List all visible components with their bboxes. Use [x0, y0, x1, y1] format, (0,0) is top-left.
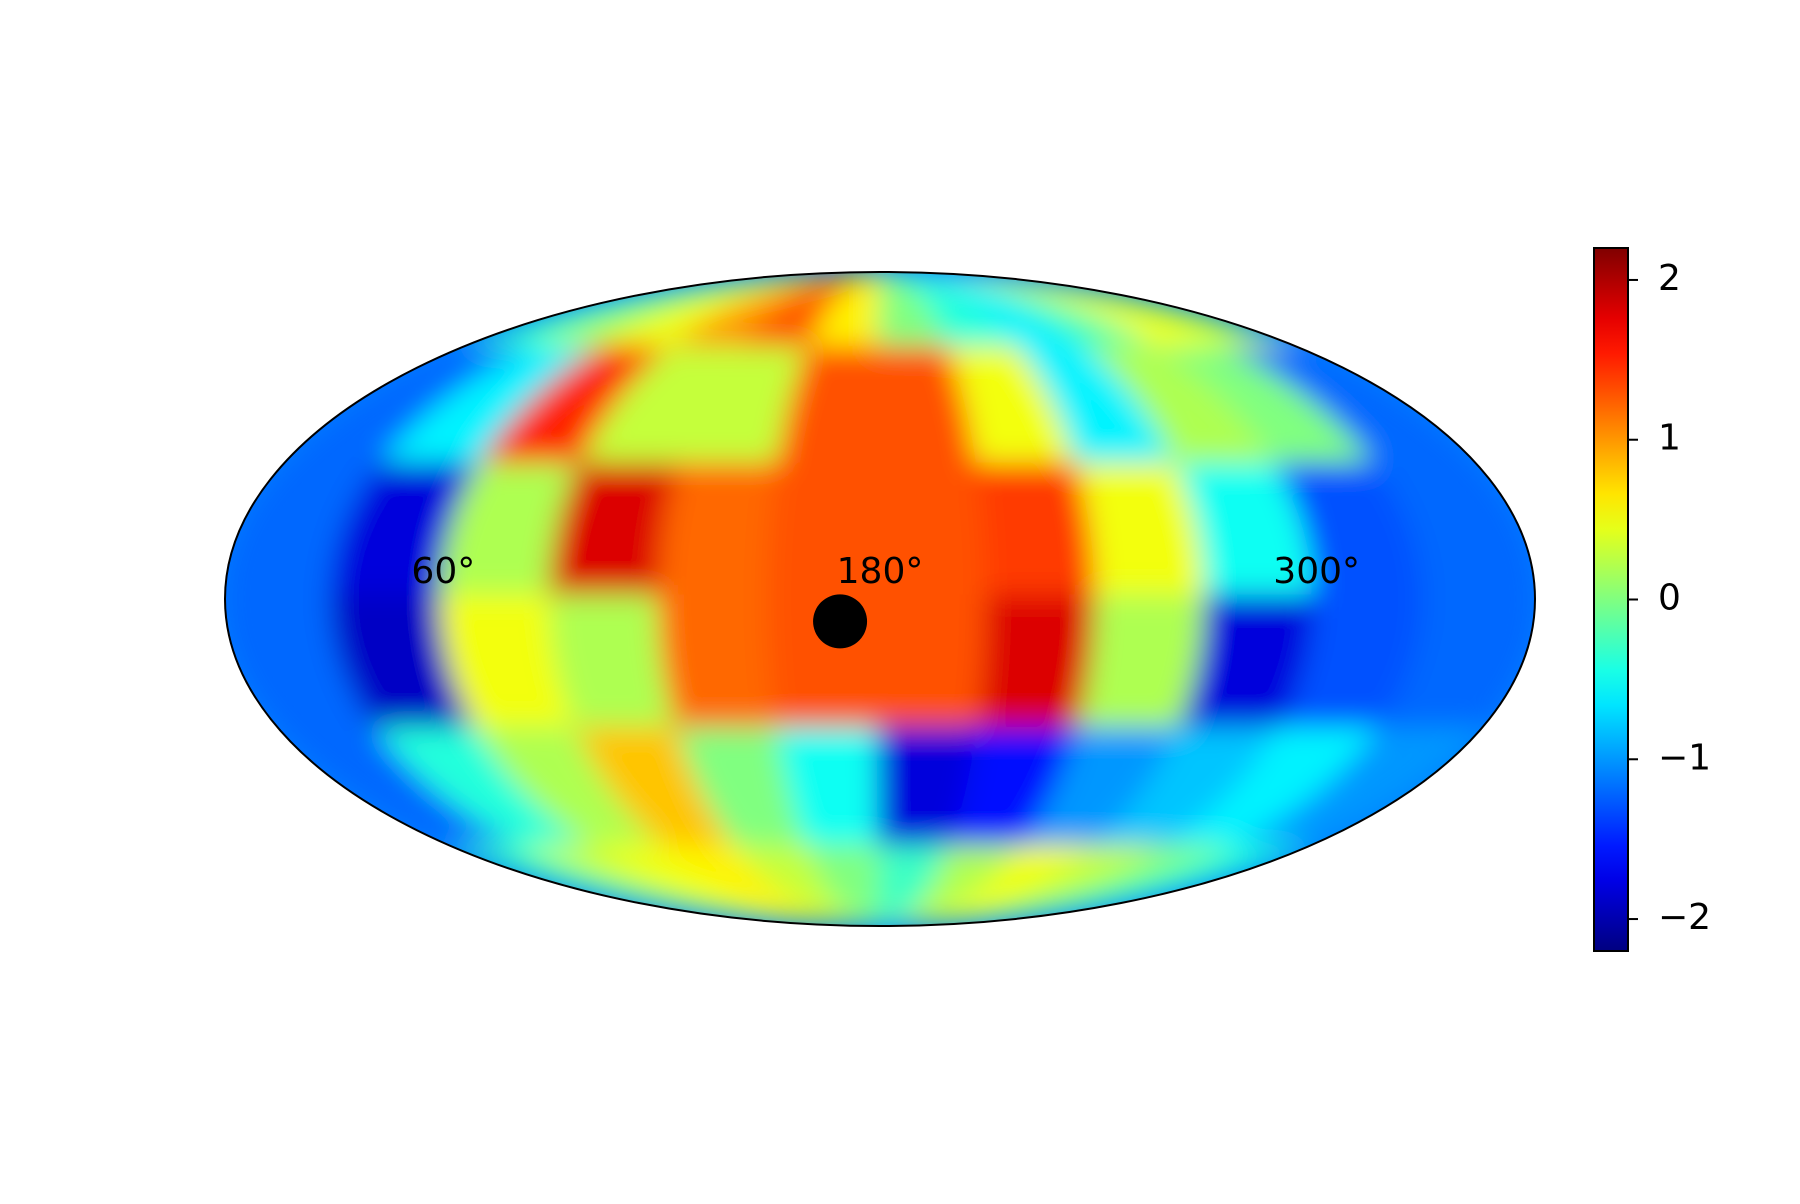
map-cell	[805, 272, 883, 354]
colorbar-ticks: −2 −1 0 1 2	[1628, 258, 1711, 938]
colorbar	[1593, 247, 1629, 952]
map-cell	[876, 346, 984, 472]
map-cell	[876, 462, 993, 604]
map-cell	[548, 594, 685, 736]
map-cell	[877, 272, 955, 354]
map-cell	[1016, 726, 1185, 852]
map-cell	[589, 844, 880, 926]
x-tick-label: 60°	[411, 551, 475, 592]
map-cell	[947, 726, 1085, 852]
colorbar-tick-label: 2	[1658, 258, 1681, 299]
map-cell	[517, 844, 880, 926]
map-cell	[880, 844, 1027, 926]
colorbar-tick-label: 1	[1658, 418, 1681, 459]
map-cell	[805, 844, 883, 926]
map-cell	[880, 844, 1099, 926]
map-cell	[1085, 346, 1286, 472]
map-cell	[776, 726, 884, 852]
map-cell	[658, 462, 785, 604]
x-tick-label: 300°	[1273, 551, 1360, 592]
map-cell	[1273, 462, 1430, 604]
map-cell	[661, 844, 880, 926]
map-cell	[1085, 726, 1286, 852]
map-cell	[374, 346, 606, 472]
map-cell	[474, 726, 675, 852]
map-cell	[877, 844, 955, 926]
map-cell	[439, 594, 586, 736]
map-cell	[1016, 346, 1185, 472]
map-cell	[445, 844, 880, 926]
map-cell	[876, 726, 984, 852]
map-cell	[975, 462, 1102, 604]
map-cell	[1075, 594, 1212, 736]
map-cell	[1154, 346, 1386, 472]
map-cell	[1224, 726, 1487, 852]
map-cell	[776, 346, 884, 472]
map-cell	[880, 844, 1243, 926]
map-cell	[445, 272, 880, 354]
map-cells	[225, 272, 1535, 926]
map-cell	[880, 272, 1243, 354]
colorbar-tick-label: 0	[1658, 578, 1681, 619]
map-cell	[589, 272, 880, 354]
marker	[813, 594, 868, 649]
map-cell	[439, 462, 586, 604]
map-cell	[675, 346, 813, 472]
map-cell	[658, 594, 785, 736]
map-cell	[273, 726, 536, 852]
map-cell	[880, 272, 1027, 354]
map-cell	[1075, 462, 1212, 604]
map-cell	[1174, 594, 1321, 736]
map-cell	[675, 726, 813, 852]
map-cell	[474, 346, 675, 472]
map-cell	[1372, 462, 1535, 604]
map-cell	[880, 272, 1171, 354]
map-cell	[575, 726, 744, 852]
map-cell	[1174, 462, 1321, 604]
map-cell	[1273, 594, 1430, 736]
map-cell	[374, 726, 606, 852]
overlay: 60° 180° 300°	[411, 551, 1360, 649]
map-cell	[517, 272, 880, 354]
map-cell	[975, 594, 1102, 736]
map-cell	[767, 462, 884, 604]
map-cell	[880, 844, 1171, 926]
map-cell	[575, 346, 744, 472]
map-cell	[1154, 726, 1386, 852]
colorbar-tick-label: −1	[1658, 737, 1711, 778]
map-cell	[1372, 594, 1535, 736]
map-area	[225, 272, 1535, 926]
map-cell	[1224, 346, 1487, 472]
map-cell	[876, 594, 993, 736]
map-cell	[880, 844, 1315, 926]
colorbar-tick-label: −2	[1658, 897, 1711, 938]
map-cell	[947, 346, 1085, 472]
map-cell	[273, 346, 536, 472]
map-cell	[880, 272, 1315, 354]
x-tick-label: 180°	[837, 551, 924, 592]
map-cell	[548, 462, 685, 604]
map-cell	[225, 594, 388, 736]
map-outline	[224, 271, 1536, 927]
map-cell	[661, 272, 880, 354]
map-cell	[880, 272, 1099, 354]
map-cell	[225, 462, 388, 604]
